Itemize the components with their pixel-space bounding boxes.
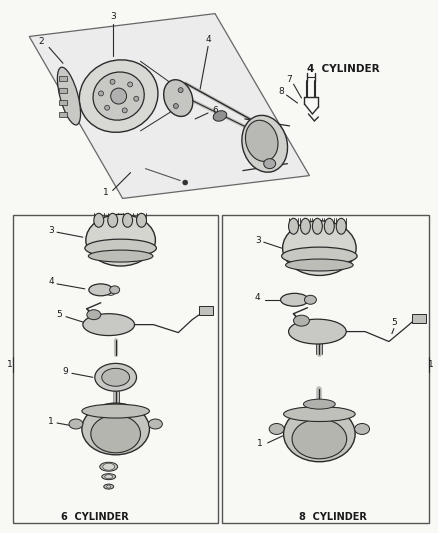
Text: 3: 3 [110, 12, 115, 21]
Ellipse shape [106, 485, 110, 488]
Bar [199, 306, 212, 314]
Ellipse shape [148, 419, 162, 429]
Ellipse shape [282, 221, 355, 276]
Text: 1: 1 [48, 416, 54, 425]
Text: 6: 6 [212, 107, 217, 116]
Ellipse shape [300, 219, 310, 234]
Ellipse shape [93, 72, 144, 120]
Bar [59, 88, 67, 93]
Circle shape [104, 105, 110, 110]
Ellipse shape [336, 219, 346, 234]
Text: 3: 3 [48, 226, 54, 235]
Ellipse shape [288, 219, 298, 234]
Ellipse shape [86, 214, 155, 266]
Ellipse shape [213, 111, 226, 121]
Ellipse shape [288, 319, 346, 344]
Ellipse shape [83, 314, 134, 336]
Bar [222, 215, 427, 523]
Ellipse shape [263, 159, 275, 168]
Circle shape [98, 91, 103, 96]
Ellipse shape [69, 419, 83, 429]
Ellipse shape [99, 462, 117, 471]
Ellipse shape [354, 424, 369, 434]
Circle shape [182, 180, 187, 185]
Bar [13, 215, 218, 523]
Text: 4: 4 [254, 293, 260, 302]
Text: 9: 9 [62, 367, 68, 376]
Ellipse shape [304, 295, 316, 304]
Circle shape [173, 103, 178, 109]
Text: 7: 7 [286, 75, 292, 84]
Ellipse shape [79, 60, 158, 132]
Ellipse shape [88, 250, 152, 262]
Ellipse shape [303, 399, 335, 409]
Polygon shape [29, 14, 309, 198]
Text: 5: 5 [56, 310, 62, 319]
Ellipse shape [85, 239, 156, 257]
Bar [59, 100, 67, 105]
Bar [411, 314, 425, 322]
Ellipse shape [291, 419, 346, 459]
Text: 1: 1 [256, 439, 262, 448]
Ellipse shape [91, 415, 140, 453]
Ellipse shape [283, 407, 354, 422]
Ellipse shape [283, 406, 354, 462]
Text: 4: 4 [205, 35, 210, 44]
Circle shape [178, 87, 183, 93]
Ellipse shape [241, 115, 287, 172]
Ellipse shape [105, 475, 113, 479]
Ellipse shape [293, 315, 309, 326]
Ellipse shape [324, 219, 333, 234]
Ellipse shape [312, 219, 321, 234]
Circle shape [127, 82, 132, 87]
Text: 1: 1 [7, 360, 12, 369]
Ellipse shape [107, 213, 117, 227]
Ellipse shape [82, 404, 149, 418]
Text: 5: 5 [390, 318, 396, 327]
Ellipse shape [285, 259, 352, 271]
Circle shape [134, 96, 138, 101]
Ellipse shape [94, 213, 103, 227]
Ellipse shape [110, 286, 120, 294]
Text: 2: 2 [38, 37, 44, 46]
Text: 3: 3 [254, 236, 260, 245]
Ellipse shape [281, 247, 356, 265]
Circle shape [122, 108, 127, 113]
Ellipse shape [87, 310, 101, 320]
Circle shape [110, 88, 126, 104]
Ellipse shape [82, 403, 149, 455]
Ellipse shape [245, 120, 277, 161]
Text: 4  CYLINDER: 4 CYLINDER [307, 64, 379, 74]
Ellipse shape [102, 368, 129, 386]
Text: 8: 8 [278, 87, 284, 95]
Ellipse shape [103, 484, 113, 489]
Text: 4: 4 [48, 277, 54, 286]
Ellipse shape [95, 364, 136, 391]
Text: 1: 1 [427, 360, 433, 369]
Ellipse shape [163, 80, 192, 116]
Text: 6  CYLINDER: 6 CYLINDER [61, 512, 128, 522]
Ellipse shape [268, 424, 283, 434]
Bar [59, 112, 67, 117]
Ellipse shape [88, 284, 113, 296]
Circle shape [110, 79, 115, 84]
Ellipse shape [102, 474, 115, 480]
Ellipse shape [102, 463, 114, 470]
Ellipse shape [57, 67, 80, 125]
Ellipse shape [136, 213, 146, 227]
Text: 1: 1 [102, 188, 108, 197]
Ellipse shape [280, 293, 308, 306]
Bar [59, 76, 67, 81]
Ellipse shape [122, 213, 132, 227]
Text: 8  CYLINDER: 8 CYLINDER [299, 512, 367, 522]
